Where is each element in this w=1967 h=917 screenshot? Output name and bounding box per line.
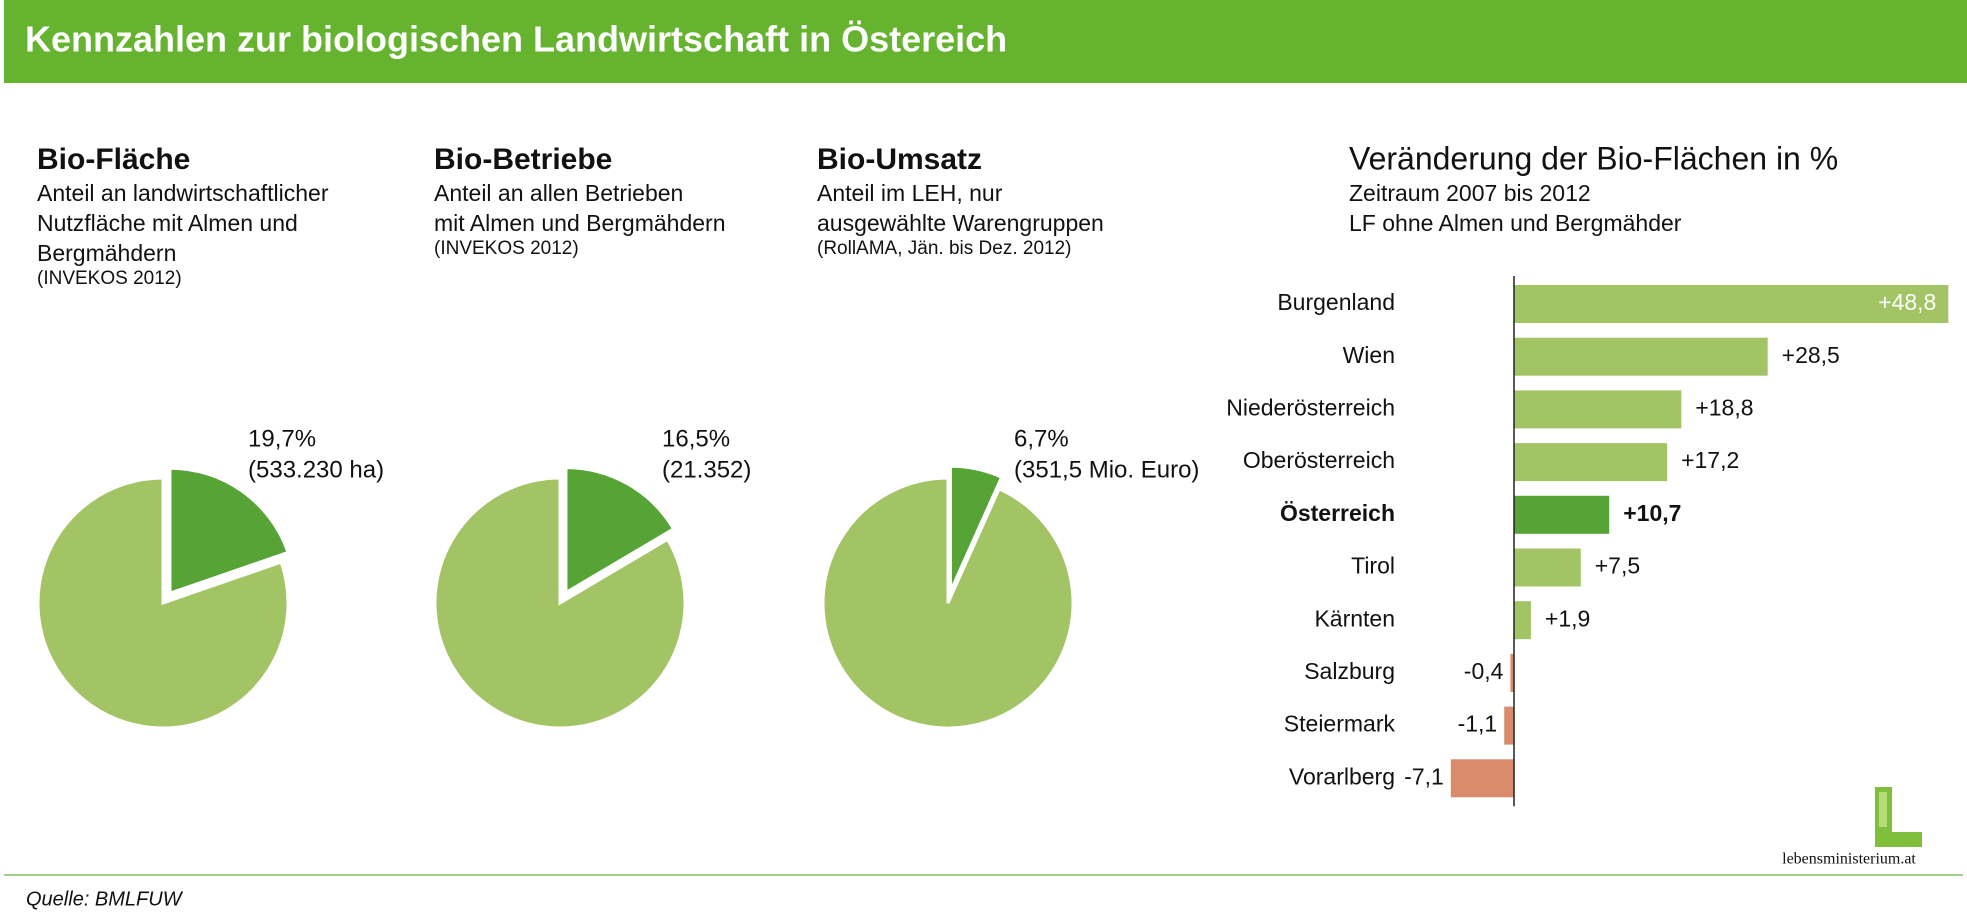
bar (1504, 706, 1514, 745)
chart-subtitle: Nutzfläche mit Almen und (37, 210, 298, 236)
chart-subtitle: Zeitraum 2007 bis 2012 (1349, 180, 1591, 206)
category-label: Wien (1343, 342, 1395, 368)
bar (1514, 495, 1610, 534)
bar (1514, 443, 1668, 482)
value-label: -0,4 (1464, 658, 1504, 684)
chart-title: Bio-Fläche (37, 143, 190, 176)
pie-slice (821, 476, 1075, 730)
value-label: +48,8 (1878, 289, 1936, 315)
value-label: +7,5 (1595, 553, 1640, 579)
value-label: +28,5 (1782, 342, 1840, 368)
category-label: Oberösterreich (1243, 447, 1395, 473)
category-label: Steiermark (1284, 711, 1396, 737)
chart-subtitle: Anteil im LEH, nur (817, 180, 1003, 206)
chart-subtitle: Anteil an allen Betrieben (434, 180, 683, 206)
value-label: 6,7% (1014, 425, 1069, 452)
chart-subtitle: mit Almen und Bergmähdern (434, 210, 726, 236)
bar (1450, 759, 1514, 798)
pie-slice (168, 466, 291, 596)
chart-note: (RollAMA, Jän. bis Dez. 2012) (817, 238, 1072, 259)
bar (1514, 548, 1581, 587)
bar (1510, 653, 1514, 692)
value-label: +17,2 (1681, 447, 1739, 473)
value-annotation: (21.352) (662, 456, 751, 483)
header-band (4, 0, 1967, 83)
category-label: Burgenland (1277, 289, 1395, 315)
value-label: -7,1 (1404, 763, 1444, 789)
value-label: 16,5% (662, 425, 730, 452)
chart-title: Veränderung der Bio-Flächen in % (1349, 140, 1838, 176)
bar (1514, 390, 1682, 429)
chart-note: (INVEKOS 2012) (434, 238, 579, 259)
pie-slice (949, 464, 1004, 592)
category-label: Österreich (1280, 500, 1395, 526)
chart-subtitle: Anteil an landwirtschaftlicher (37, 180, 329, 206)
source: Quelle: BMLFUW (26, 888, 184, 910)
value-label: 19,7% (248, 425, 316, 452)
category-label: Kärnten (1314, 605, 1395, 631)
category-label: Vorarlberg (1289, 763, 1395, 789)
value-label: +10,7 (1623, 500, 1681, 526)
category-label: Salzburg (1304, 658, 1395, 684)
category-label: Niederösterreich (1226, 394, 1395, 420)
pie-slice (433, 476, 687, 730)
chart-title: Bio-Umsatz (817, 143, 982, 176)
chart-subtitle: ausgewählte Warengruppen (817, 210, 1104, 236)
pie-slice (36, 476, 290, 730)
chart-subtitle: LF ohne Almen und Bergmähder (1349, 210, 1682, 236)
category-label: Tirol (1351, 553, 1395, 579)
value-label: +18,8 (1695, 394, 1753, 420)
value-annotation: (351,5 Mio. Euro) (1014, 456, 1199, 483)
pie-slice (564, 466, 676, 596)
value-label: -1,1 (1458, 711, 1498, 737)
logo-text: lebensministerium.at (1782, 851, 1916, 868)
chart-title: Bio-Betriebe (434, 143, 612, 176)
bar (1514, 285, 1949, 323)
page-title: Kennzahlen zur biologischen Landwirtscha… (25, 19, 1007, 60)
value-annotation: (533.230 ha) (248, 456, 384, 483)
bar (1514, 601, 1531, 640)
chart-subtitle: Bergmähdern (37, 240, 176, 266)
chart-note: (INVEKOS 2012) (37, 268, 182, 289)
bar (1514, 337, 1768, 376)
logo-mark (1875, 787, 1922, 847)
value-label: +1,9 (1545, 605, 1590, 631)
